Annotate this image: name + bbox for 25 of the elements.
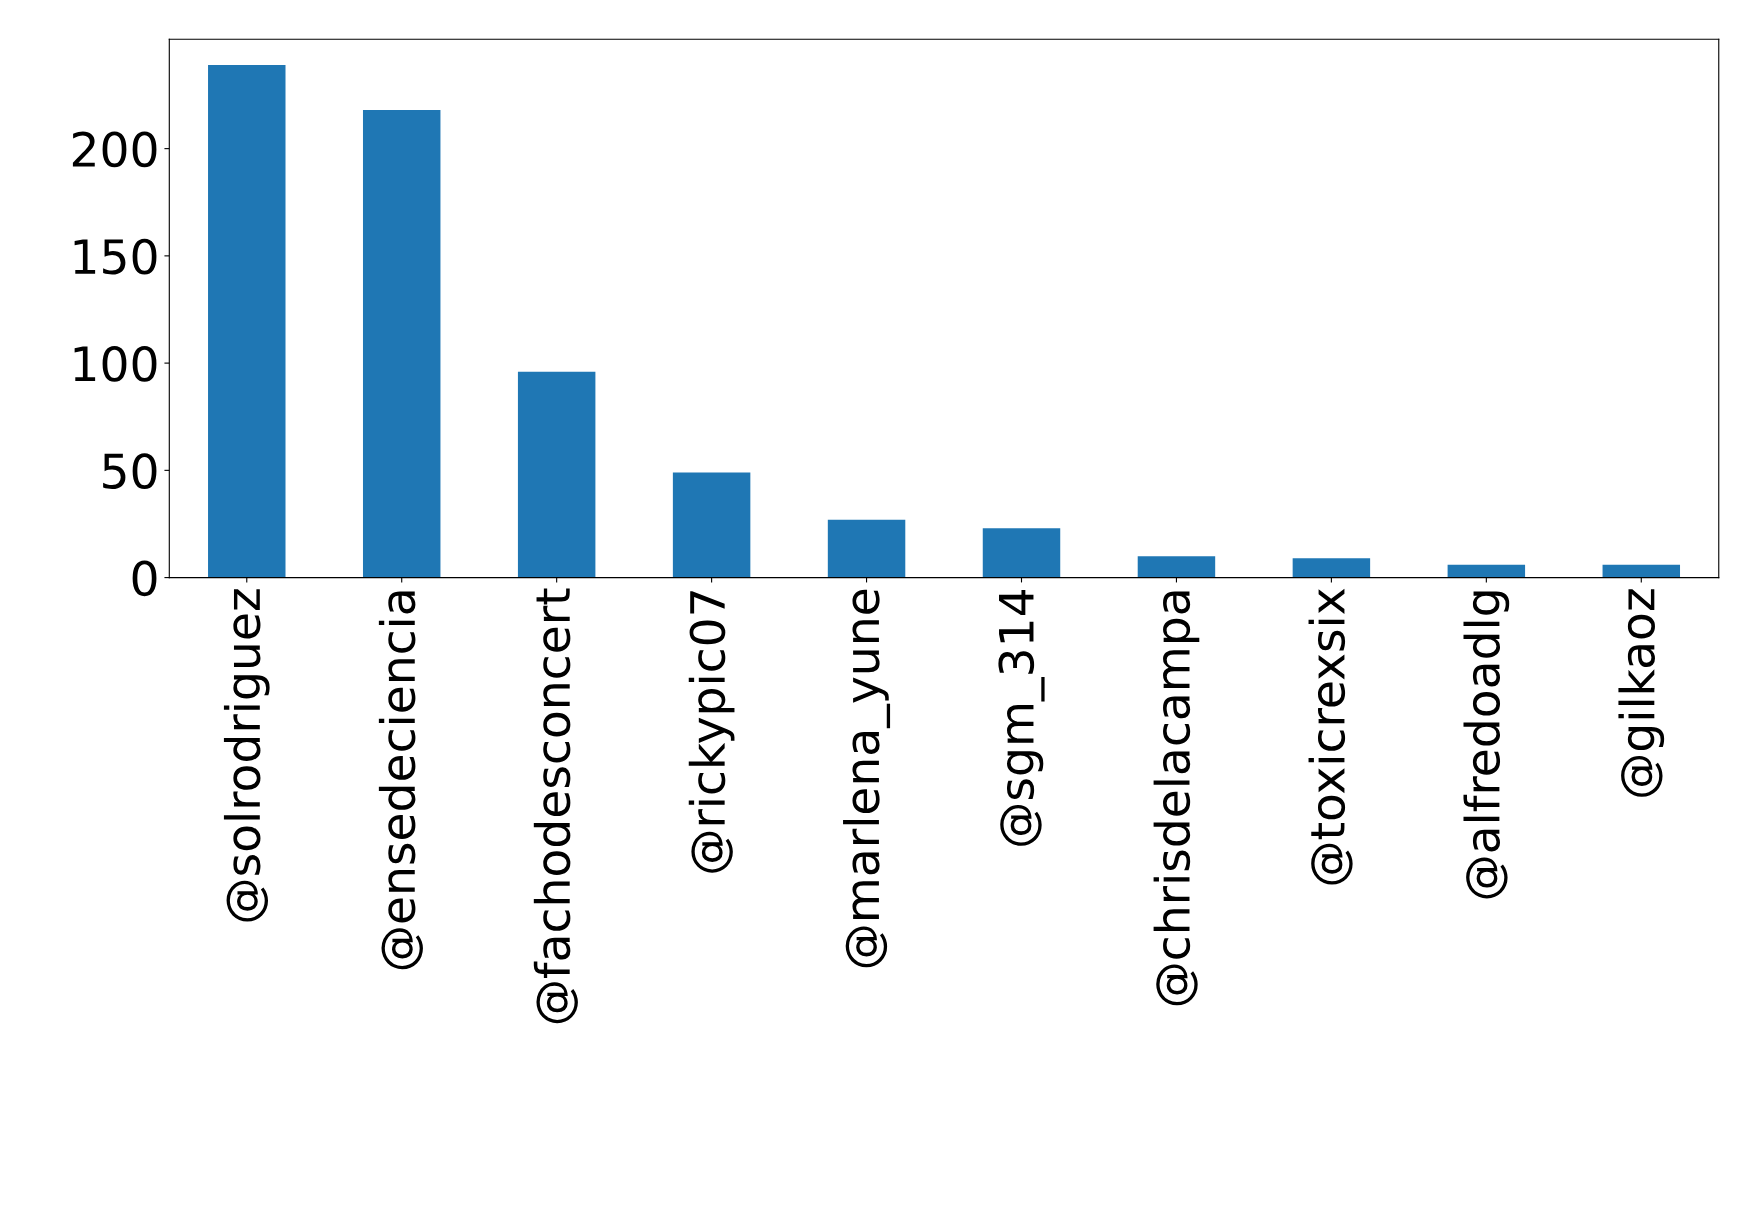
bar bbox=[827, 519, 906, 578]
bar bbox=[982, 528, 1061, 578]
bar bbox=[362, 110, 441, 578]
x-tick-label: @marlena_yune bbox=[843, 589, 891, 968]
x-tick-label: @sgm_314 bbox=[998, 589, 1045, 846]
x-tick-label: @ensedeciencia bbox=[378, 591, 423, 970]
y-tick-label: 50 bbox=[103, 453, 157, 489]
x-tick-label: @gilkaoz bbox=[1618, 589, 1665, 797]
x-tick-label: @fachodesconcert bbox=[533, 588, 578, 1024]
y-tick-label: 200 bbox=[72, 131, 157, 168]
bar bbox=[672, 472, 751, 578]
y-tick-label: 150 bbox=[74, 238, 157, 275]
x-tick-label: @alfredoadlg bbox=[1463, 591, 1510, 899]
bar bbox=[1292, 558, 1371, 578]
bar bbox=[208, 64, 286, 578]
bar bbox=[1447, 564, 1526, 578]
x-tick-label: @toxicrexsix bbox=[1308, 588, 1353, 885]
bar bbox=[1137, 556, 1216, 578]
bar bbox=[1602, 564, 1681, 578]
bar bbox=[517, 371, 596, 578]
x-tick-label: @rickypic07 bbox=[688, 591, 735, 873]
x-tick-label: @chrisdelacampa bbox=[1153, 591, 1200, 1006]
y-tick-label: 100 bbox=[74, 346, 157, 382]
y-tick-label: 0 bbox=[132, 560, 157, 597]
x-tick-label: @solrodriguez bbox=[223, 589, 270, 922]
